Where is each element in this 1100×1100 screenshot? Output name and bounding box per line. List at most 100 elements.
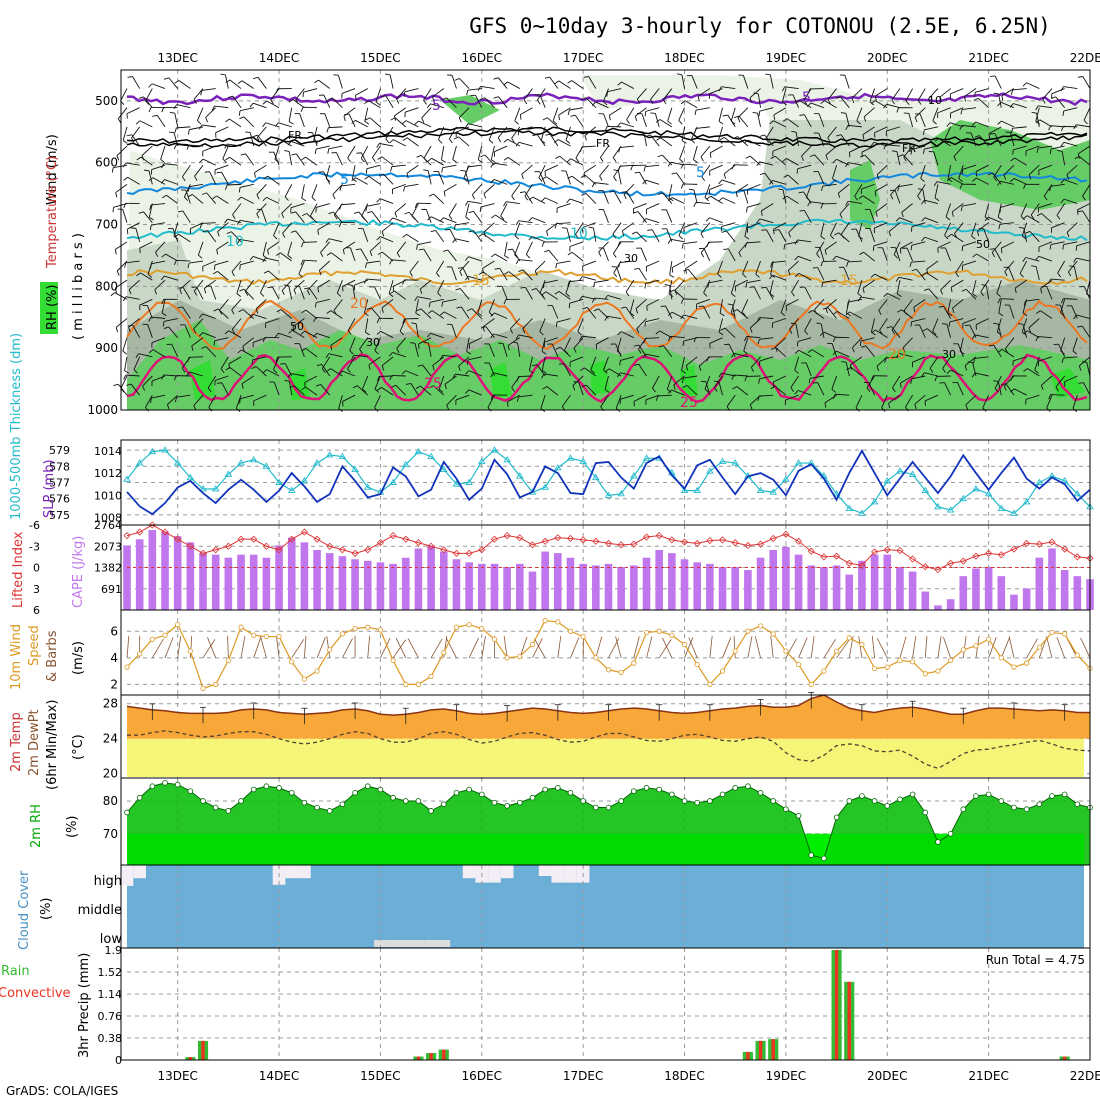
wind-barb	[507, 394, 521, 403]
wind-barb-flag	[228, 95, 234, 98]
wind-barb-flag	[704, 388, 710, 393]
wind-barb-flag	[965, 404, 969, 410]
wind-barb-flag	[973, 97, 979, 101]
wind-barb	[482, 260, 495, 269]
wind-barb	[746, 241, 761, 244]
wind-barb	[851, 88, 863, 99]
temp-tick: 28	[103, 697, 118, 711]
wind-barb-flag	[1077, 76, 1083, 78]
wind-barb	[488, 362, 495, 377]
wind-barb	[781, 88, 787, 103]
cape-bar	[946, 599, 955, 610]
wind-barb	[882, 247, 888, 262]
wind-barb	[718, 318, 723, 333]
precip-convective-bar	[188, 1057, 193, 1060]
wind-barb-flag	[1028, 174, 1032, 180]
wind-barb-flag	[174, 233, 179, 238]
wind-barb-flag	[507, 248, 513, 251]
wind-barb	[214, 164, 229, 171]
wind-barb-flag	[220, 368, 225, 374]
dewpoint-line	[127, 730, 1091, 770]
wind-barb-flag	[1010, 128, 1014, 134]
wind-barb-flag	[1036, 213, 1042, 217]
wind-barb	[366, 260, 381, 264]
wind-barb-flag	[541, 241, 545, 247]
wind-barb-flag	[150, 398, 152, 404]
wind-barb-flag	[1035, 336, 1039, 342]
cape-bar	[642, 557, 651, 610]
wind-barb	[216, 241, 229, 250]
rh2m-marker	[922, 809, 929, 816]
wind-barb-flag	[972, 253, 977, 258]
wind-barb	[442, 298, 457, 303]
panel-frame	[120, 609, 1091, 696]
wind-barb	[366, 164, 381, 170]
wind10-barb	[326, 635, 331, 658]
wind-barb	[898, 183, 913, 187]
wind-barb	[341, 183, 356, 187]
wind-barb	[257, 77, 267, 89]
wind-barb	[1008, 267, 1015, 281]
wind-barb-flag	[231, 271, 235, 277]
wind-barb	[141, 145, 153, 156]
wind-barb	[902, 337, 913, 349]
wind-barb	[245, 153, 255, 166]
wind-barb-flag	[238, 187, 241, 193]
wind-barb-flag	[381, 365, 385, 371]
wind-barb	[1004, 260, 1015, 272]
wind-barb	[835, 393, 850, 396]
wind-barb	[546, 117, 559, 128]
wind-barb	[848, 162, 863, 166]
rh2m-marker	[719, 791, 726, 798]
li-marker	[795, 537, 803, 545]
wind-barb-flag	[1022, 257, 1027, 262]
li-marker	[566, 534, 575, 543]
wind-barb-flag	[755, 273, 760, 278]
wind-barb-flag	[126, 383, 132, 386]
wind-barb	[295, 230, 305, 243]
wind-barb	[898, 353, 913, 358]
wind-barb	[985, 285, 990, 300]
wind-barb	[143, 96, 153, 108]
wind10-barb	[836, 639, 850, 659]
wind-barb-flag	[1019, 273, 1024, 278]
wind-barb	[718, 107, 723, 122]
wind-barb-flag	[478, 271, 484, 275]
wind-barb	[239, 107, 254, 112]
cape-bar	[1060, 570, 1069, 610]
wind-barb-flag	[275, 138, 280, 143]
rh2m-marker	[732, 785, 739, 791]
cape-bar	[554, 553, 562, 610]
wind-barb-flag	[239, 288, 245, 292]
wind-barb	[189, 371, 204, 377]
wind-barb	[697, 88, 711, 97]
wind-barb	[544, 279, 558, 284]
wind-barb	[581, 335, 596, 339]
wind-barb	[1041, 375, 1053, 386]
wind-barb	[786, 195, 799, 204]
wind-barb	[240, 260, 254, 266]
wind-barb	[924, 126, 939, 131]
wind-barb-flag	[718, 197, 723, 202]
wind-barb	[319, 260, 331, 271]
wind-barb	[518, 394, 533, 398]
cape-bar	[769, 550, 778, 610]
wind-barb-flag	[680, 298, 684, 304]
wind-barb-flag	[351, 119, 356, 124]
wind-barb-flag	[822, 307, 828, 310]
li-marker	[896, 546, 904, 555]
wind-barb	[975, 121, 989, 128]
thickness-tick: 579	[49, 444, 70, 457]
wind-barb	[896, 151, 901, 166]
wind-barb-flag	[251, 359, 254, 365]
thickness-marker	[477, 457, 486, 464]
wind-barb	[392, 183, 406, 190]
cape-bar	[516, 563, 524, 610]
wind-barb	[1000, 203, 1015, 208]
upper-ylabel-rh: RH (%)	[45, 285, 60, 330]
wind-barb	[996, 318, 1002, 333]
wind-barb-flag	[833, 232, 839, 236]
wind-barb	[996, 280, 1002, 294]
wind10-barb	[240, 636, 246, 658]
wind10-barb	[1046, 636, 1053, 658]
